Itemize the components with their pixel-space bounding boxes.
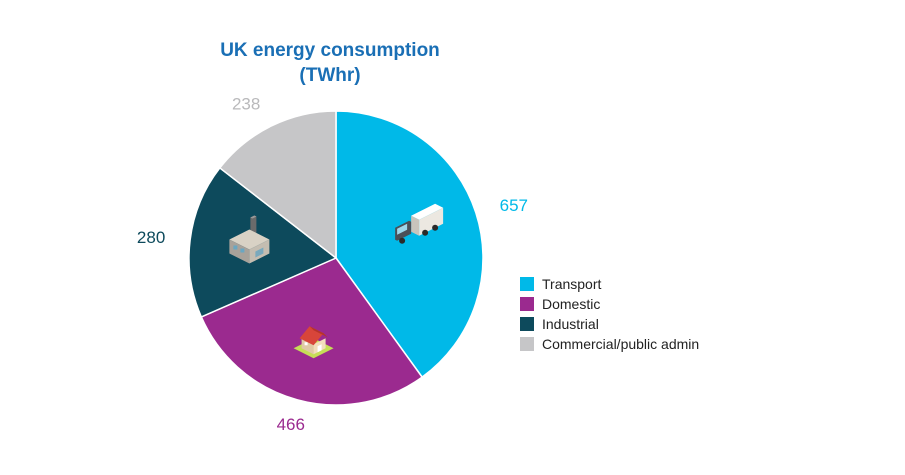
chart-title-line-1: UK energy consumption [220, 40, 440, 61]
legend-label-industrial: Industrial [542, 316, 599, 332]
pie-slice-transport [335, 110, 484, 379]
legend-swatch-industrial [520, 317, 534, 331]
legend: Transport Domestic Industrial Commercial/pu… [520, 276, 699, 352]
pie-slices [188, 110, 484, 406]
value-label-transport: 657 [500, 196, 528, 215]
legend-label-commercial-public-admin: Commercial/public admin [542, 336, 699, 352]
chart-title-line-2: (TWhr) [299, 65, 360, 86]
legend-label-domestic: Domestic [542, 296, 600, 312]
legend-swatch-domestic [520, 297, 534, 311]
truck-icon [395, 203, 444, 244]
value-label-domestic: 466 [277, 415, 305, 434]
factory-icon [229, 215, 270, 264]
legend-swatch-commercial-public-admin [520, 337, 534, 351]
legend-label-transport: Transport [542, 276, 602, 292]
pie-slice-commercial-public-admin [218, 110, 337, 260]
chart-title: UK energy consumption (TWhr) [220, 40, 440, 86]
value-label-commercial-public-admin: 238 [232, 95, 260, 114]
house-icon [293, 326, 334, 359]
value-labels: 657 466 280 238 [137, 95, 528, 434]
slice-icons [229, 203, 444, 359]
value-label-industrial: 280 [137, 228, 165, 247]
legend-swatch-transport [520, 277, 534, 291]
